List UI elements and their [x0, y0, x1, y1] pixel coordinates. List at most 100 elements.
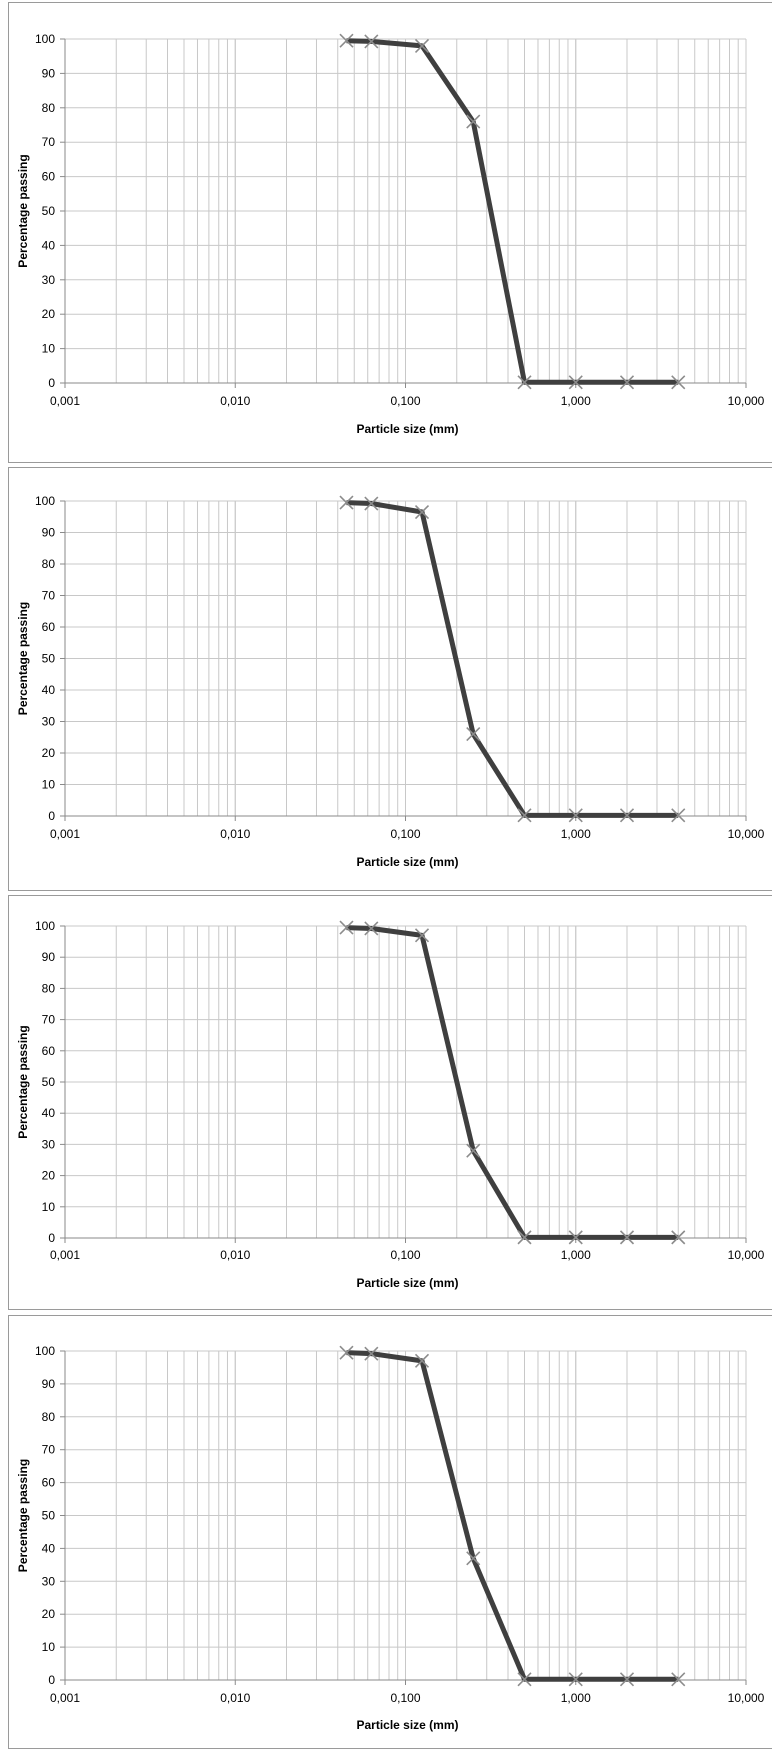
- grid: [64, 1350, 747, 1681]
- y-tick-label: 70: [42, 589, 56, 603]
- y-tick-label: 0: [48, 1673, 55, 1687]
- data-point-marker: [414, 928, 430, 943]
- x-axis-title: Particle size (mm): [356, 422, 458, 436]
- x-tick-label: 10,000: [728, 1691, 765, 1705]
- data-point-marker: [466, 114, 481, 129]
- y-tick-label: 90: [42, 1377, 56, 1391]
- data-point-marker: [671, 375, 686, 390]
- x-axis-title: Particle size (mm): [356, 1276, 458, 1290]
- data-point-marker: [466, 727, 481, 742]
- x-tick-label: 0,001: [50, 827, 80, 841]
- data-point-marker: [414, 504, 430, 520]
- y-axis-title: Percentage passing: [16, 1459, 30, 1572]
- y-tick-label: 80: [42, 101, 56, 115]
- data-point-marker: [517, 1230, 532, 1245]
- data-point-marker: [671, 1230, 686, 1245]
- y-tick-label: 0: [48, 809, 55, 823]
- y-tick-label: 90: [42, 526, 56, 540]
- y-tick-label: 40: [42, 1106, 56, 1120]
- x-tick-label: 0,100: [390, 394, 420, 408]
- y-tick-label: 80: [42, 981, 56, 995]
- grid: [64, 925, 747, 1239]
- y-tick-label: 100: [35, 494, 55, 508]
- data-point-marker: [671, 1672, 686, 1687]
- series-line: [346, 925, 679, 1240]
- data-point-marker: [466, 1143, 481, 1158]
- grid: [64, 38, 747, 384]
- y-tick-label: 50: [42, 204, 56, 218]
- y-tick-label: 60: [42, 620, 56, 634]
- y-tick-label: 100: [35, 32, 55, 46]
- y-tick-label: 60: [42, 1044, 56, 1058]
- data-point-marker: [466, 1551, 481, 1566]
- y-tick-label: 70: [42, 1013, 56, 1027]
- y-tick-label: 40: [42, 1541, 56, 1555]
- series-line: [346, 38, 679, 385]
- data-point-marker: [364, 921, 379, 936]
- y-tick-label: 10: [42, 1640, 56, 1654]
- y-tick-label: 100: [35, 1344, 55, 1358]
- x-tick-label: 0,100: [390, 1691, 420, 1705]
- y-tick-label: 50: [42, 1075, 56, 1089]
- data-point-marker: [671, 808, 686, 823]
- y-tick-label: 30: [42, 1574, 56, 1588]
- y-tick-label: 10: [42, 778, 56, 792]
- x-tick-label: 0,010: [220, 394, 250, 408]
- data-point-marker: [568, 375, 583, 390]
- x-tick-label: 0,010: [220, 1691, 250, 1705]
- data-point-marker: [619, 1230, 635, 1245]
- data-point-marker: [339, 920, 354, 935]
- grading-chart-3: 0 10 20 30 40 50 60 70 80 90 100 0,001 0,010 0,100 1,0…: [8, 895, 772, 1310]
- series-line: [346, 1350, 679, 1682]
- y-tick-label: 40: [42, 238, 56, 252]
- y-tick-label: 20: [42, 746, 56, 760]
- x-tick-label: 1,000: [561, 827, 591, 841]
- y-tick-label: 60: [42, 170, 56, 184]
- x-tick-label: 0,001: [50, 1691, 80, 1705]
- data-point-marker: [568, 1672, 583, 1687]
- grading-chart-4: 0 10 20 30 40 50 60 70 80 90 100 0,001 0,010 0,100 1,0…: [8, 1315, 772, 1749]
- y-tick-label: 80: [42, 557, 56, 571]
- y-axis-title: Percentage passing: [16, 154, 30, 267]
- y-tick-label: 70: [42, 1443, 56, 1457]
- data-point-marker: [568, 1230, 583, 1245]
- x-tick-label: 0,100: [390, 1248, 420, 1262]
- data-point-marker: [619, 808, 635, 823]
- data-point-marker: [414, 38, 430, 53]
- y-tick-label: 0: [48, 376, 55, 390]
- x-tick-label: 1,000: [561, 1248, 591, 1262]
- chart-svg: 0 10 20 30 40 50 60 70 80 90 100 0,001 0,010 0,100 1,0…: [16, 1344, 765, 1732]
- data-point-marker: [568, 808, 583, 823]
- data-point-marker: [339, 1345, 354, 1360]
- y-tick-label: 20: [42, 1169, 56, 1183]
- data-point-marker: [619, 1672, 635, 1687]
- x-tick-label: 10,000: [728, 1248, 765, 1262]
- x-tick-label: 0,010: [220, 827, 250, 841]
- x-tick-label: 0,010: [220, 1248, 250, 1262]
- data-point-marker: [364, 1346, 379, 1361]
- y-tick-label: 20: [42, 1607, 56, 1621]
- x-tick-label: 0,001: [50, 1248, 80, 1262]
- x-axis-title: Particle size (mm): [356, 1718, 458, 1732]
- y-tick-label: 30: [42, 1137, 56, 1151]
- data-point-marker: [364, 34, 379, 49]
- grading-chart-1: 0 10 20 30 40 50 60 70 80 90 100 0,001 0,010 0,100 1,0…: [8, 2, 772, 463]
- y-tick-label: 10: [42, 342, 56, 356]
- y-tick-label: 30: [42, 273, 56, 287]
- y-tick-label: 90: [42, 950, 56, 964]
- data-point-marker: [517, 1672, 532, 1687]
- data-point-marker: [517, 808, 532, 823]
- y-tick-label: 100: [35, 919, 55, 933]
- x-tick-label: 1,000: [561, 394, 591, 408]
- y-tick-label: 60: [42, 1476, 56, 1490]
- x-tick-label: 1,000: [561, 1691, 591, 1705]
- y-tick-label: 10: [42, 1200, 56, 1214]
- y-tick-label: 0: [48, 1231, 55, 1245]
- y-axis-title: Percentage passing: [16, 1025, 30, 1138]
- y-tick-label: 50: [42, 1509, 56, 1523]
- data-point-marker: [414, 1353, 430, 1368]
- y-tick-label: 70: [42, 135, 56, 149]
- y-tick-label: 40: [42, 683, 56, 697]
- grid: [64, 500, 747, 817]
- x-tick-label: 0,001: [50, 394, 80, 408]
